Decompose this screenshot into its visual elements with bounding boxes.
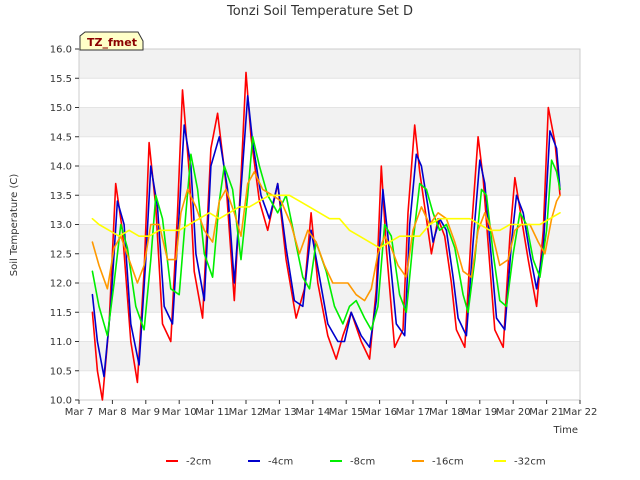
series-line-4cmcm — [91, 95, 561, 378]
y-tick-label: 15.0 — [50, 103, 72, 114]
x-tick-label: Mar 20 — [496, 407, 531, 418]
y-tick-label: 10.5 — [50, 366, 72, 377]
x-tick-label: Mar 10 — [162, 407, 197, 418]
series-lines — [91, 71, 561, 401]
x-tick-label: Mar 16 — [362, 407, 397, 418]
series-line-8cmcm — [91, 136, 561, 337]
y-tick-label: 13.5 — [50, 191, 72, 202]
legend-label: -8cm — [350, 457, 375, 468]
x-tick-label: Mar 17 — [396, 407, 431, 418]
legend-label: -4cm — [268, 457, 293, 468]
grid-band — [79, 224, 580, 254]
x-tick-label: Mar 19 — [462, 407, 497, 418]
y-tick-label: 14.5 — [50, 132, 72, 143]
y-tick-label: 16.0 — [50, 45, 72, 56]
legend-label: -32cm — [514, 457, 546, 468]
series-line-32cmcm — [91, 194, 561, 249]
series-line-2cmcm — [91, 71, 561, 401]
series-line-16cmcm — [91, 171, 561, 302]
y-axis-label: Soil Temperature (C) — [9, 174, 20, 277]
y-axis: 10.0 10.5 11.0 11.5 12.0 12.5 13.0 13.5 14.0 14.5… — [50, 45, 79, 407]
y-tick-label: 12.5 — [50, 249, 72, 260]
y-tick-label: 14.0 — [50, 162, 72, 173]
x-axis-label: Time — [553, 425, 578, 436]
grid-band — [79, 341, 580, 371]
site-badge-box — [79, 31, 144, 51]
y-tick-label: 15.5 — [50, 74, 72, 85]
y-tick-label: 11.0 — [50, 337, 72, 348]
grid-band — [79, 107, 580, 137]
grid-band — [79, 49, 580, 79]
legend: -2cm -4cm -8cm -16cm -32cm — [166, 457, 546, 468]
x-tick-label: Mar 11 — [195, 407, 230, 418]
legend-label: -2cm — [186, 457, 211, 468]
x-tick-label: Mar 14 — [295, 407, 330, 418]
site-badge: TZ_fmet — [79, 31, 144, 51]
y-tick-label: 10.0 — [50, 396, 72, 407]
site-badge-text: TZ_fmet — [87, 36, 137, 49]
x-tick-label: Mar 22 — [563, 407, 598, 418]
grid-band — [79, 166, 580, 196]
x-tick-label: Mar 13 — [262, 407, 297, 418]
x-tick-label: Mar 9 — [132, 407, 160, 418]
y-tick-label: 13.0 — [50, 220, 72, 231]
x-tick-label: Mar 7 — [65, 407, 93, 418]
x-tick-label: Mar 15 — [329, 407, 364, 418]
grid-bands — [79, 48, 580, 401]
y-tick-label: 11.5 — [50, 308, 72, 319]
x-tick-label: Mar 21 — [529, 407, 564, 418]
legend-label: -16cm — [432, 457, 464, 468]
y-tick-label: 12.0 — [50, 279, 72, 290]
x-tick-label: Mar 18 — [429, 407, 464, 418]
x-tick-label: Mar 8 — [98, 407, 126, 418]
chart-title: Tonzi Soil Temperature Set D — [226, 4, 413, 19]
x-tick-label: Mar 12 — [229, 407, 264, 418]
